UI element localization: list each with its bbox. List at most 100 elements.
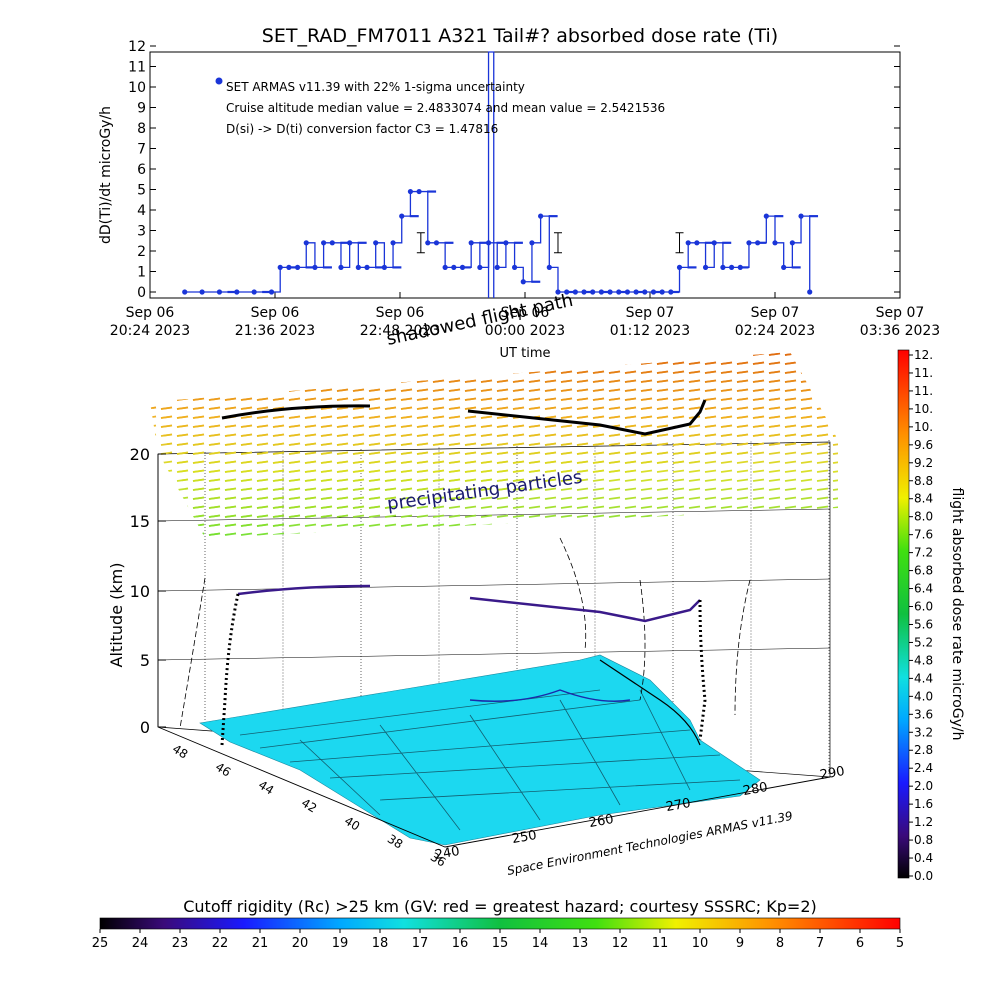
dose-rate-point	[624, 289, 631, 295]
error-bar	[675, 232, 684, 254]
dose-rate-point	[520, 279, 526, 285]
legend-line-1: SET ARMAS v11.39 with 22% 1-sigma uncert…	[226, 80, 525, 94]
dose-rate-point	[407, 188, 414, 195]
dose-rate-point	[546, 264, 552, 270]
altitude-label: Altitude (km)	[107, 563, 126, 668]
y-tick-label: 11	[128, 60, 146, 76]
rigidity-colorbar-tick-label: 18	[372, 936, 389, 951]
climb-trace	[220, 593, 240, 746]
cutoff-rigidity-colorbar: Cutoff rigidity (Rc) >25 km (GV: red = g…	[92, 897, 904, 951]
y-tick-label: 0	[137, 285, 146, 301]
dose-rate-point	[555, 289, 561, 295]
shadow-curve-left	[179, 577, 206, 729]
rigidity-colorbar-tick-label: 10	[692, 936, 709, 951]
rigidity-colorbar-tick-label: 22	[212, 936, 229, 951]
dose-rate-spike	[487, 51, 495, 298]
dose-rate-point	[182, 289, 188, 295]
x-tick-label-date: Sep 07	[751, 305, 800, 321]
dose-rate-point	[737, 264, 743, 270]
projected-track-top-1	[221, 404, 371, 420]
dose-rate-point	[199, 289, 205, 295]
dose-rate-point	[338, 264, 344, 270]
longitude-tick-label: 280	[742, 780, 769, 799]
dose-rate-point	[616, 289, 622, 295]
altitude-tick-label: 5	[140, 651, 150, 670]
dose-rate-point	[347, 240, 353, 246]
flight-track-leg-2	[469, 596, 701, 623]
dose-colorbar-tick-label: 11.	[914, 366, 933, 380]
dose-rate-point	[763, 213, 769, 219]
rigidity-colorbar-tick-label: 23	[172, 936, 189, 951]
altitude-tick-label: 15	[130, 512, 150, 531]
dose-colorbar-tick-label: 7.6	[914, 528, 933, 542]
dose-rate-point	[329, 240, 335, 246]
projected-track-top-2	[467, 399, 707, 436]
y-tick-label: 4	[137, 203, 146, 219]
dose-colorbar-tick-label: 8.8	[914, 474, 933, 488]
dose-rate-point	[425, 240, 431, 246]
legend-marker	[215, 77, 223, 85]
dose-rate-colorbar-ticks: 0.0 0.4 0.8 1.2 1.6 2.0 2.4 2.8 3.2 3.6 4.0 4.4 4.8 5…	[909, 348, 933, 883]
shadow-curve-right	[639, 579, 646, 701]
dose-colorbar-tick-label: 9.2	[914, 456, 933, 470]
dose-rate-point	[286, 264, 292, 270]
dose-colorbar-tick-label: 6.0	[914, 600, 933, 614]
dose-rate-point	[294, 264, 301, 270]
dose-rate-point	[216, 289, 223, 295]
latitude-tick-label: 46	[213, 760, 233, 780]
longitude-tick-label: 260	[588, 812, 615, 831]
dose-rate-point	[772, 240, 778, 246]
x-tick-label-date: Sep 06	[126, 305, 175, 321]
dose-rate-point	[416, 188, 422, 195]
rigidity-colorbar-tick-label: 20	[292, 936, 309, 951]
dose-rate-point	[668, 289, 674, 295]
dose-rate-point	[451, 264, 457, 270]
dose-rate-colorbar-label: flight absorbed dose rate microGy/h	[949, 488, 965, 741]
latitude-tick-label: 40	[342, 814, 362, 834]
dose-rate-point	[477, 264, 483, 270]
x-tick-label-time: 00:00 2023	[485, 323, 565, 339]
dose-rate-point	[511, 264, 518, 270]
dose-colorbar-tick-label: 6.4	[914, 582, 933, 596]
rigidity-colorbar-tick-label: 17	[412, 936, 429, 951]
dose-rate-point	[728, 264, 735, 270]
dose-rate-point	[373, 240, 379, 246]
cutoff-rigidity-colorbar-gradient	[99, 917, 901, 930]
dose-rate-point	[364, 264, 370, 270]
x-tick-label-time: 03:36 2023	[860, 323, 940, 339]
timeseries-series	[182, 51, 819, 298]
y-tick-label: 9	[137, 101, 146, 117]
dose-rate-point	[711, 240, 717, 246]
wall-grid-horizontal	[157, 578, 831, 592]
dose-colorbar-tick-label: 3.2	[914, 725, 933, 739]
error-bar	[416, 232, 425, 254]
x-tick-label-date: Sep 06	[501, 305, 550, 321]
dose-colorbar-tick-label: 4.0	[914, 689, 933, 703]
land-surface	[199, 654, 761, 846]
dose-colorbar-tick-label: 7.2	[914, 546, 933, 560]
dose-rate-point	[538, 213, 544, 219]
dose-colorbar-tick-label: 10.	[914, 420, 933, 434]
rigidity-colorbar-tick-label: 16	[452, 936, 469, 951]
latitude-tick-label: 38	[385, 832, 405, 852]
chart-title: SET_RAD_FM7011 A321 Tail#? absorbed dose…	[262, 25, 778, 47]
x-tick-label-time: 20:24 2023	[110, 323, 190, 339]
dose-rate-point	[312, 264, 318, 270]
dose-rate-point	[633, 289, 639, 295]
dose-rate-point	[720, 264, 726, 270]
dose-rate-point	[303, 240, 309, 246]
longitude-tick-label: 250	[511, 828, 538, 847]
y-tick-label: 1	[137, 265, 146, 281]
rigidity-colorbar-tick-label: 6	[856, 936, 864, 951]
dose-rate-point	[433, 240, 440, 246]
latitude-tick-label: 44	[256, 778, 276, 798]
y-tick-label: 12	[128, 39, 146, 55]
dose-colorbar-tick-label: 11.	[914, 384, 933, 398]
dose-rate-point	[590, 289, 596, 295]
dose-rate-point	[702, 264, 709, 270]
y-tick-label: 3	[137, 224, 146, 240]
x-tick-label-time: 21:36 2023	[235, 323, 315, 339]
x-tick-label-time: 22:48 2023	[360, 323, 440, 339]
dose-colorbar-tick-label: 9.6	[914, 438, 933, 452]
